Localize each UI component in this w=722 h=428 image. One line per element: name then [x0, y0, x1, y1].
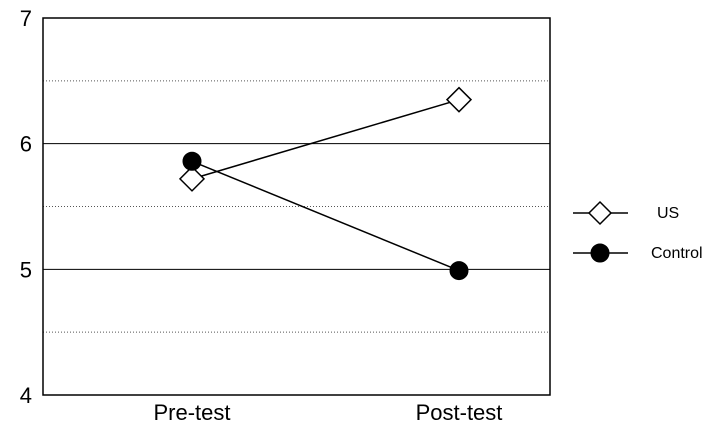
y-tick-label: 7: [20, 6, 32, 31]
plot-area-frame: [42, 17, 551, 396]
x-category-label: Post-test: [416, 400, 503, 425]
x-category-label: Pre-test: [153, 400, 230, 425]
data-point-control: [449, 261, 469, 281]
data-point-control: [182, 151, 202, 171]
series-line-control: [191, 160, 460, 272]
y-tick-label: 4: [20, 383, 32, 408]
legend-marker-control: [590, 243, 610, 263]
legend-label-control: Control: [651, 245, 703, 262]
data-point-us: [445, 86, 473, 113]
y-tick-label: 5: [20, 257, 32, 282]
x-axis-category-labels: Pre-test Post-test: [153, 400, 502, 425]
legend-label-us: US: [657, 205, 679, 222]
series: [178, 86, 473, 281]
legend: US Control: [573, 200, 703, 263]
series-line-us: [191, 98, 460, 180]
grid: [43, 80, 550, 333]
y-axis-tick-labels: 4 5 6 7: [20, 6, 32, 408]
y-tick-label: 6: [20, 132, 32, 157]
legend-marker-us: [587, 200, 613, 226]
data-point-us: [178, 165, 206, 192]
